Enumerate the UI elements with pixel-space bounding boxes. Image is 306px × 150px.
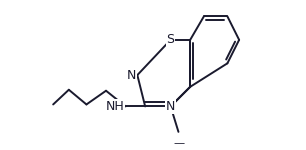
Text: N: N — [166, 100, 175, 113]
Text: NH: NH — [106, 100, 125, 113]
Text: —: — — [174, 138, 185, 148]
Text: S: S — [167, 33, 175, 46]
Text: N: N — [127, 69, 136, 82]
